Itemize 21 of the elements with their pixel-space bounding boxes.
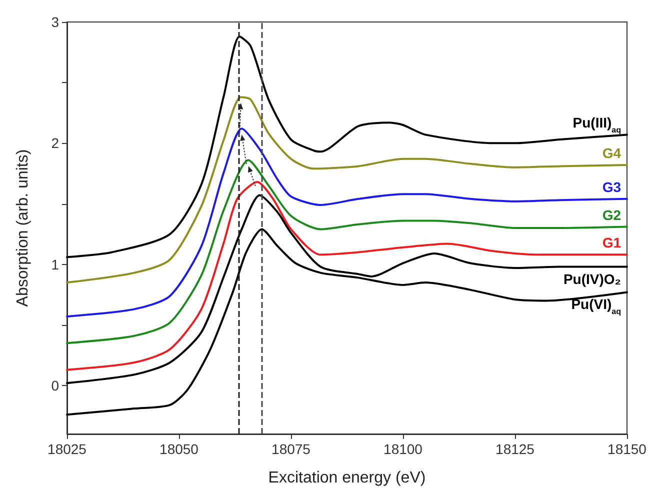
y-tick-label: 1	[51, 256, 60, 272]
x-axis-title: Excitation energy (eV)	[268, 470, 426, 486]
x-tick-label: 18100	[384, 441, 423, 457]
x-tick-label: 18150	[608, 441, 647, 457]
series-label: Pu(III)$_{aq}$	[572, 114, 622, 134]
x-tick-label: 18050	[160, 441, 199, 457]
y-tick-label: 3	[51, 14, 60, 30]
y-axis-title: Absorption (arb. units)	[14, 149, 32, 307]
series-label: G4	[602, 144, 622, 161]
series-label: G1	[602, 234, 622, 251]
y-tick-label: 0	[51, 378, 60, 394]
series-label: Pu(VI)$_{aq}$	[571, 296, 622, 316]
line-series	[66, 159, 628, 344]
x-tick-label: 18125	[496, 441, 535, 457]
x-tick-label: 18025	[48, 441, 87, 457]
series-label: G3	[602, 178, 622, 195]
series-label: G2	[602, 206, 622, 223]
x-tick-label: 18075	[272, 441, 311, 457]
y-tick-label: 2	[51, 135, 60, 152]
series-label: Pu(IV)O₂	[563, 270, 621, 287]
line-series	[66, 36, 628, 258]
